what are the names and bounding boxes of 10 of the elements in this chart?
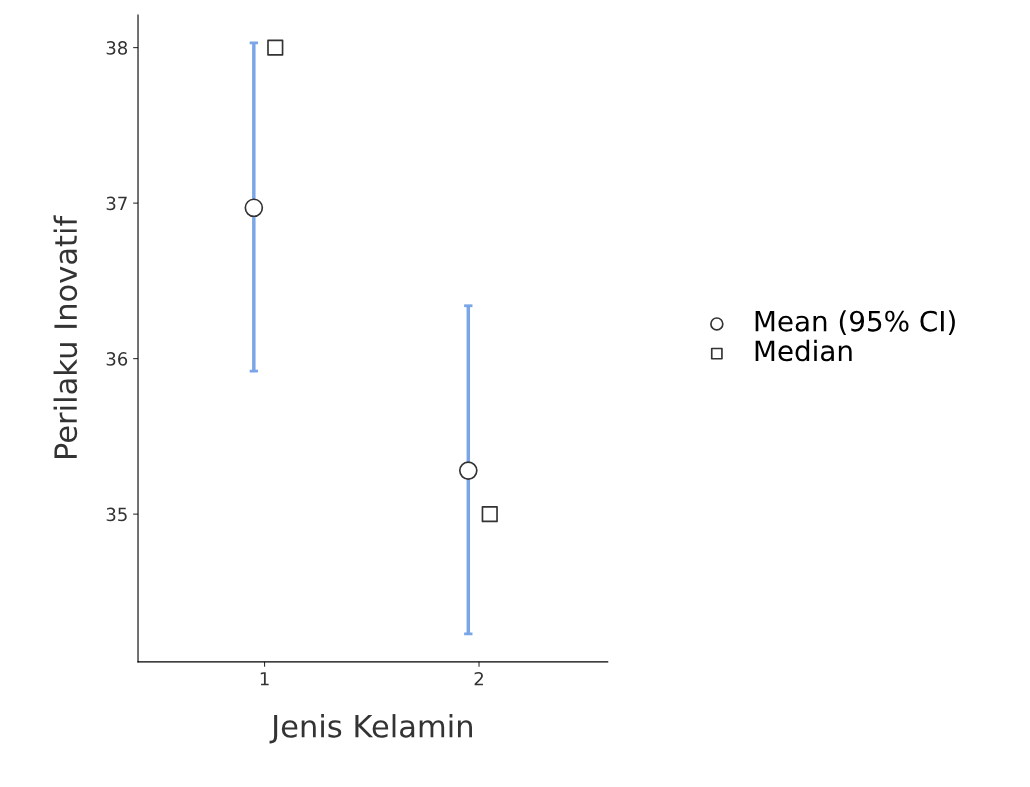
y-tick-label: 38 xyxy=(106,41,128,55)
y-tick-label: 36 xyxy=(106,352,128,366)
legend-label: Mean (95% CI) xyxy=(755,310,955,335)
x-tick-label: 2 xyxy=(474,671,483,686)
y-axis-title: Perilaku Inovatif xyxy=(53,215,78,459)
y-tick-label: 37 xyxy=(106,196,127,211)
x-tick-label: 1 xyxy=(260,672,269,686)
x-axis-title: Jenis Kelamin xyxy=(269,714,472,744)
y-tick-label: 35 xyxy=(106,507,127,522)
legend-label: Median xyxy=(755,339,852,362)
